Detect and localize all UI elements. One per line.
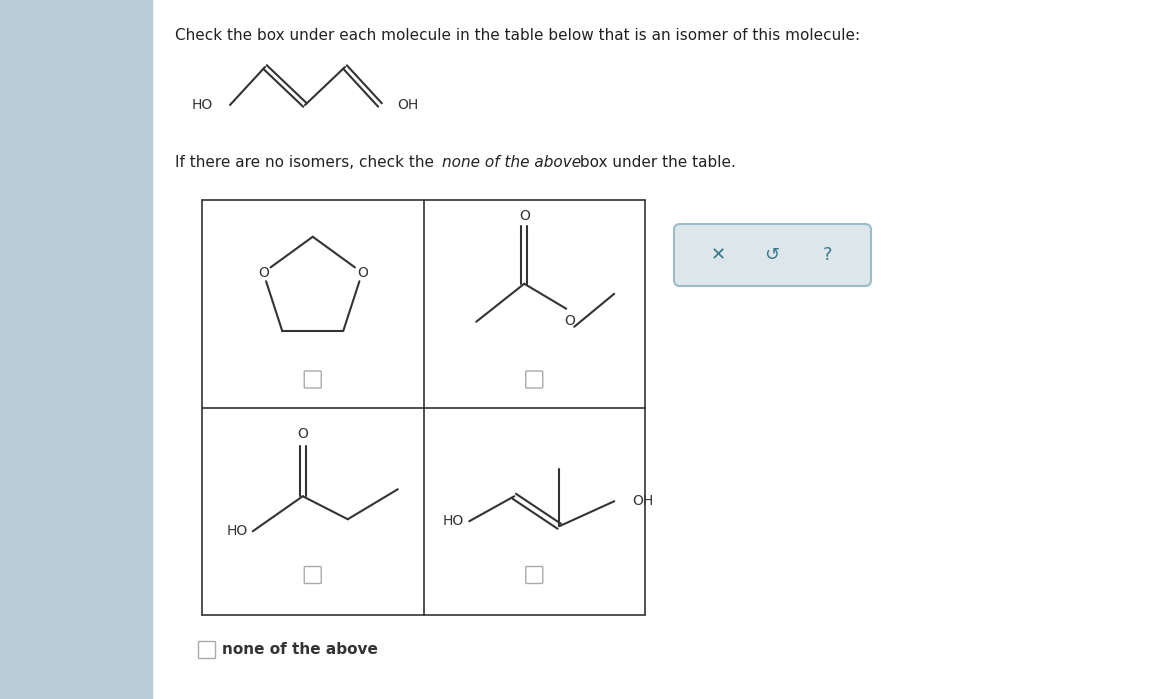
- Text: OH: OH: [633, 494, 654, 508]
- FancyBboxPatch shape: [304, 371, 322, 388]
- FancyBboxPatch shape: [199, 642, 216, 658]
- Text: ↺: ↺: [764, 246, 779, 264]
- Text: O: O: [356, 266, 368, 280]
- FancyBboxPatch shape: [526, 371, 542, 388]
- Text: HO: HO: [192, 98, 212, 112]
- Bar: [0, 0, 152, 699]
- Text: O: O: [297, 427, 308, 441]
- Text: none of the above: none of the above: [223, 642, 378, 658]
- Text: If there are no isomers, check the: If there are no isomers, check the: [175, 155, 439, 170]
- Text: O: O: [564, 314, 575, 328]
- FancyBboxPatch shape: [304, 566, 322, 584]
- Text: O: O: [519, 209, 529, 223]
- Text: box under the table.: box under the table.: [575, 155, 736, 170]
- Text: ?: ?: [823, 246, 832, 264]
- Text: O: O: [258, 266, 268, 280]
- Text: OH: OH: [397, 98, 418, 112]
- FancyBboxPatch shape: [526, 566, 542, 584]
- Text: none of the above: none of the above: [442, 155, 582, 170]
- Text: HO: HO: [444, 514, 464, 528]
- FancyBboxPatch shape: [675, 224, 871, 286]
- Text: ✕: ✕: [711, 246, 726, 264]
- Text: Check the box under each molecule in the table below that is an isomer of this m: Check the box under each molecule in the…: [175, 28, 860, 43]
- Text: HO: HO: [226, 524, 247, 538]
